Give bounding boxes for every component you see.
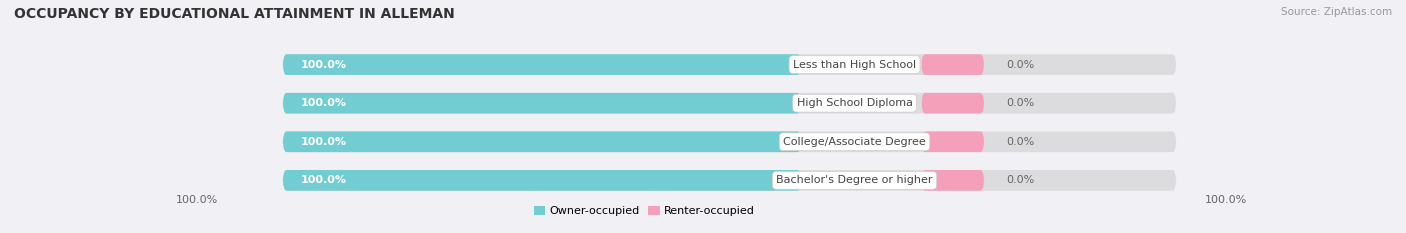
Text: 0.0%: 0.0% — [1007, 137, 1035, 147]
FancyBboxPatch shape — [921, 93, 984, 113]
Text: 100.0%: 100.0% — [301, 137, 347, 147]
Text: College/Associate Degree: College/Associate Degree — [783, 137, 927, 147]
Text: 100.0%: 100.0% — [301, 60, 347, 70]
FancyBboxPatch shape — [283, 93, 801, 113]
FancyBboxPatch shape — [283, 54, 1177, 75]
Text: 100.0%: 100.0% — [1205, 195, 1247, 206]
Text: Source: ZipAtlas.com: Source: ZipAtlas.com — [1281, 7, 1392, 17]
FancyBboxPatch shape — [283, 131, 1177, 152]
Legend: Owner-occupied, Renter-occupied: Owner-occupied, Renter-occupied — [534, 206, 755, 216]
Text: 100.0%: 100.0% — [301, 175, 347, 185]
Text: 0.0%: 0.0% — [1007, 60, 1035, 70]
Text: 0.0%: 0.0% — [1007, 175, 1035, 185]
FancyBboxPatch shape — [283, 170, 801, 191]
Text: Less than High School: Less than High School — [793, 60, 917, 70]
Text: 0.0%: 0.0% — [1007, 98, 1035, 108]
Text: High School Diploma: High School Diploma — [797, 98, 912, 108]
FancyBboxPatch shape — [283, 54, 801, 75]
FancyBboxPatch shape — [283, 170, 1177, 191]
FancyBboxPatch shape — [921, 170, 984, 191]
FancyBboxPatch shape — [283, 93, 1177, 113]
Text: Bachelor's Degree or higher: Bachelor's Degree or higher — [776, 175, 932, 185]
FancyBboxPatch shape — [921, 131, 984, 152]
Text: 100.0%: 100.0% — [176, 195, 218, 206]
Text: OCCUPANCY BY EDUCATIONAL ATTAINMENT IN ALLEMAN: OCCUPANCY BY EDUCATIONAL ATTAINMENT IN A… — [14, 7, 454, 21]
Text: 100.0%: 100.0% — [301, 98, 347, 108]
FancyBboxPatch shape — [921, 54, 984, 75]
FancyBboxPatch shape — [283, 131, 801, 152]
